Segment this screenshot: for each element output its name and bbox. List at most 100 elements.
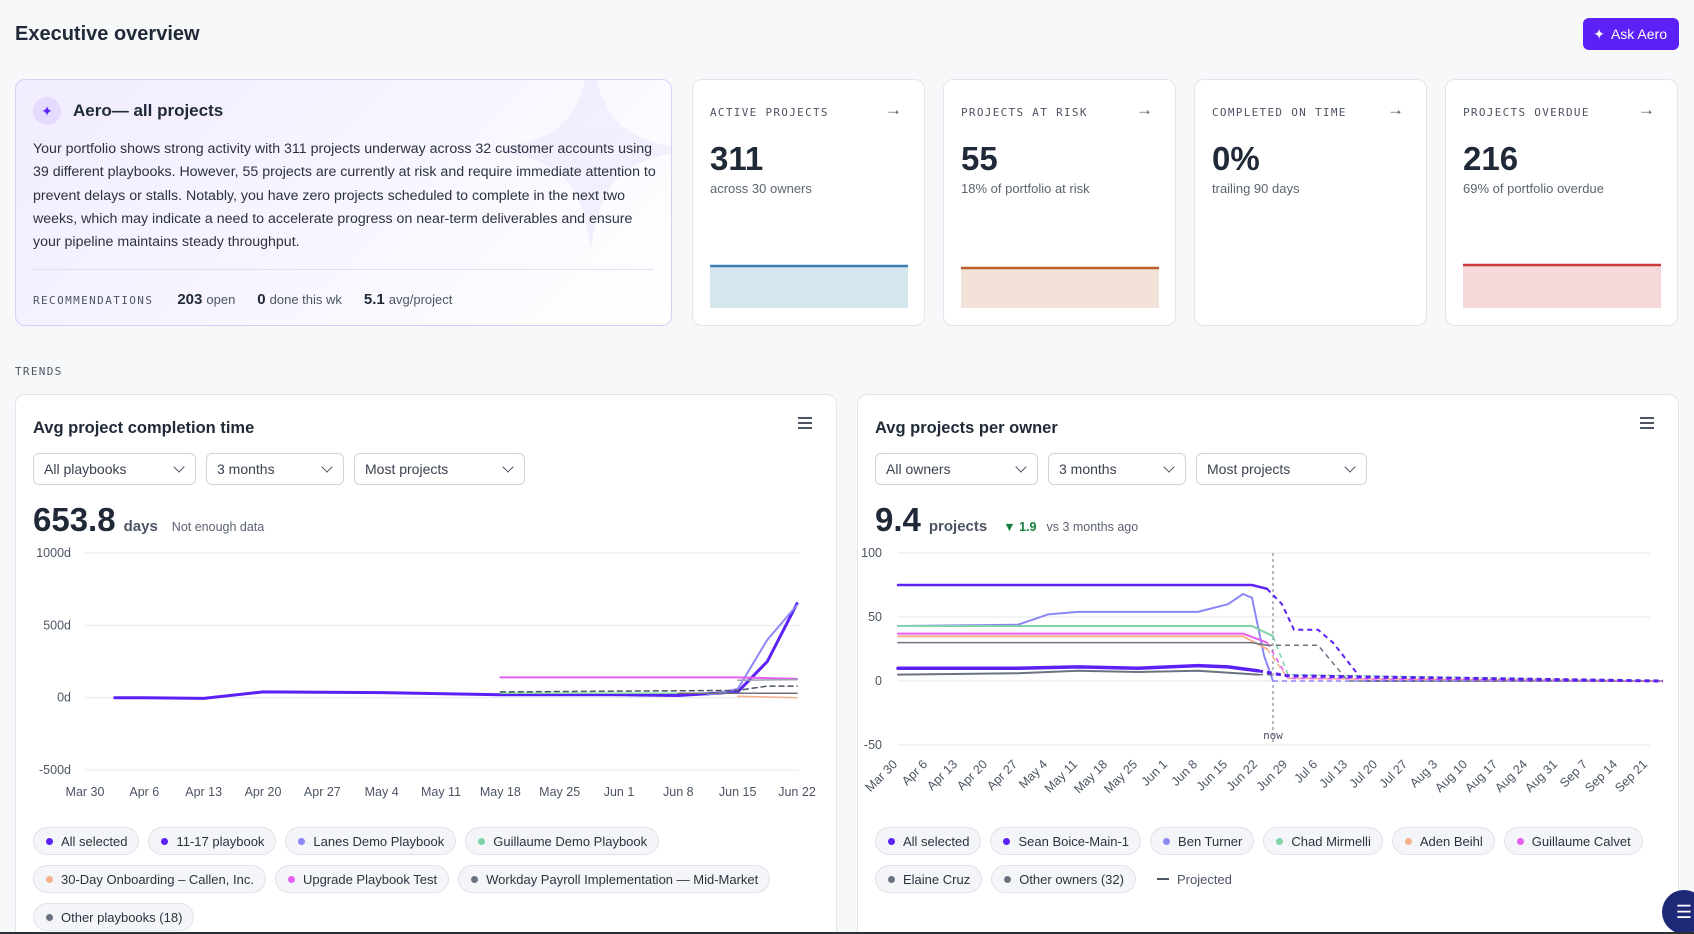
legend-chip[interactable]: Chad Mirmelli	[1263, 827, 1383, 855]
metric-note: Not enough data	[171, 520, 265, 534]
x-tick-label: Sep 14	[1582, 757, 1620, 795]
chevron-down-icon	[1163, 461, 1175, 473]
metric-value: 9.4	[875, 501, 921, 538]
ask-aero-label: Ask Aero	[1610, 26, 1667, 42]
sort-filter-select[interactable]: Most projects	[354, 453, 525, 485]
legend-chip[interactable]: All selected	[33, 827, 140, 855]
legend-dot-icon	[46, 875, 53, 883]
sort-filter-select[interactable]: Most projects	[1196, 453, 1367, 485]
legend-dot-icon	[1276, 837, 1284, 845]
list-menu-icon[interactable]	[1640, 417, 1654, 432]
x-tick-label: Jun 15	[719, 785, 757, 799]
legend-dot-icon	[1404, 837, 1412, 845]
kpi-sparkline	[710, 264, 908, 308]
series-line	[897, 635, 1268, 650]
kpi-label: COMPLETED ON TIME	[1212, 106, 1347, 119]
divider	[33, 269, 654, 270]
y-tick-label: -500d	[39, 763, 71, 777]
legend-chip[interactable]: Guillaume Calvet	[1503, 827, 1643, 855]
dashed-line-icon	[1156, 878, 1169, 880]
kpi-projects-at-risk[interactable]: PROJECTS AT RISK → 55 18% of portfolio a…	[943, 79, 1176, 326]
legend-dot-icon	[1004, 875, 1012, 883]
legend-chip[interactable]: Workday Payroll Implementation — Mid-Mar…	[458, 865, 771, 893]
metric-unit: projects	[928, 518, 988, 535]
legend-label: Other playbooks (18)	[61, 909, 183, 925]
x-tick-label: Mar 30	[863, 757, 900, 794]
legend-label: All selected	[61, 833, 128, 849]
legend-label: Chad Mirmelli	[1291, 833, 1371, 849]
legend-chip[interactable]: Other owners (32)	[991, 865, 1136, 893]
ask-aero-button[interactable]: ✦ Ask Aero	[1583, 18, 1679, 50]
x-tick-label: Apr 27	[304, 785, 341, 799]
legend-chip[interactable]: Other playbooks (18)	[33, 903, 195, 931]
playbook-filter-select[interactable]: All playbooks	[33, 453, 196, 485]
y-tick-label: 1000d	[36, 546, 71, 560]
kpi-completed-on-time[interactable]: COMPLETED ON TIME → 0% trailing 90 days	[1194, 79, 1427, 326]
arrow-right-icon[interactable]: →	[1638, 100, 1655, 119]
kpi-label: PROJECTS AT RISK	[961, 106, 1088, 119]
legend-dot-icon	[161, 837, 169, 845]
x-tick-label: Mar 30	[66, 785, 105, 799]
legend-chip[interactable]: Sean Boice-Main-1	[990, 827, 1142, 855]
recommendations-open: 203 open	[177, 291, 236, 308]
kpi-projects-overdue[interactable]: PROJECTS OVERDUE → 216 69% of portfolio …	[1445, 79, 1678, 326]
legend-chip[interactable]: 30-Day Onboarding – Callen, Inc.	[33, 865, 266, 893]
aero-header: ✦ Aero— all projects	[33, 97, 223, 125]
timerange-filter-select[interactable]: 3 months	[206, 453, 344, 485]
kpi-active-projects[interactable]: ACTIVE PROJECTS → 311 across 30 owners	[692, 79, 925, 326]
panel-title: Avg projects per owner	[875, 419, 1058, 437]
recommendations-label: RECOMMENDATIONS	[33, 294, 154, 307]
kpi-subtitle: trailing 90 days	[1212, 181, 1300, 196]
x-tick-label: Jun 8	[663, 785, 694, 799]
metric-delta: ▼ 1.9	[1003, 520, 1037, 534]
series-projected-line	[1272, 635, 1664, 682]
legend-dot-icon	[1163, 837, 1171, 845]
chevron-down-icon	[173, 461, 185, 473]
chart-legend: All selected Sean Boice-Main-1 Ben Turner C…	[875, 827, 1665, 893]
series-line	[897, 593, 1274, 682]
aero-title: Aero— all projects	[73, 101, 224, 120]
x-tick-label: Apr 13	[185, 785, 222, 799]
legend-chip[interactable]: 11-17 playbook	[148, 827, 277, 855]
series-projected-line	[1266, 648, 1664, 682]
x-tick-label: May 18	[480, 785, 521, 799]
x-tick-label: Apr 27	[984, 757, 1020, 793]
chat-launcher-button[interactable]: ☰	[1662, 890, 1694, 934]
chevron-down-icon	[1344, 461, 1356, 473]
list-menu-icon[interactable]	[798, 417, 812, 432]
series-line	[113, 602, 799, 700]
arrow-right-icon[interactable]: →	[1387, 100, 1404, 119]
kpi-value: 0%	[1212, 140, 1260, 177]
x-tick-label: Jul 13	[1317, 757, 1351, 791]
y-tick-label: -50	[864, 738, 882, 752]
kpi-subtitle: 69% of portfolio overdue	[1463, 181, 1604, 196]
metric-value: 653.8	[33, 501, 116, 538]
legend-dot-icon	[287, 875, 295, 883]
legend-chip[interactable]: Elaine Cruz	[875, 865, 983, 893]
arrow-right-icon[interactable]: →	[1136, 100, 1153, 119]
panel-title: Avg project completion time	[33, 419, 255, 437]
x-tick-label: Apr 6	[129, 785, 159, 799]
x-tick-label: Jun 1	[604, 785, 635, 799]
kpi-sparkline	[961, 266, 1159, 308]
owner-filter-select[interactable]: All owners	[875, 453, 1038, 485]
legend-chip[interactable]: Guillaume Demo Playbook	[465, 827, 660, 855]
legend-chip[interactable]: Ben Turner	[1150, 827, 1255, 855]
avg-completion-time-panel: Avg project completion time All playbook…	[15, 394, 837, 934]
legend-chip[interactable]: Lanes Demo Playbook	[285, 827, 457, 855]
legend-chip[interactable]: Aden Beihl	[1391, 827, 1495, 855]
legend-label: Upgrade Playbook Test	[302, 871, 438, 887]
x-tick-label: Apr 20	[245, 785, 282, 799]
page-title: Executive overview	[15, 23, 200, 45]
kpi-subtitle: across 30 owners	[710, 181, 812, 196]
timerange-filter-select[interactable]: 3 months	[1048, 453, 1186, 485]
chevron-down-icon	[502, 461, 514, 473]
legend-label: 11-17 playbook	[176, 833, 265, 849]
legend-dot-icon	[298, 837, 306, 845]
legend-chip[interactable]: All selected	[875, 827, 982, 855]
arrow-right-icon[interactable]: →	[885, 100, 902, 119]
legend-dot-icon	[888, 875, 895, 883]
series-line	[499, 685, 798, 693]
legend-chip[interactable]: Upgrade Playbook Test	[274, 865, 450, 893]
